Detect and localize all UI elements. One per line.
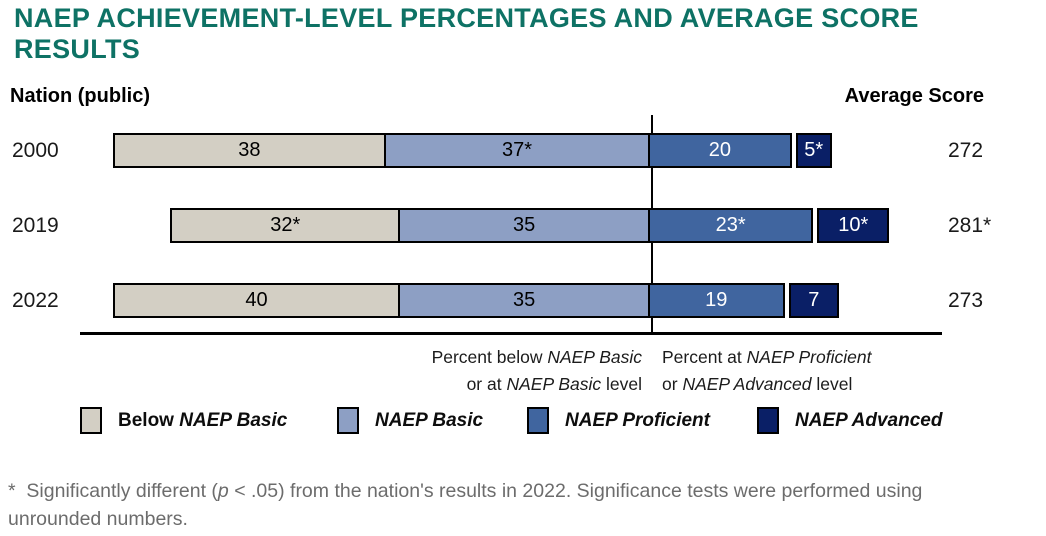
segment-below-naep-basic: 32* <box>170 208 401 243</box>
segment-naep-advanced: 7 <box>788 283 839 318</box>
legend-label: NAEP Advanced <box>795 409 943 431</box>
axis-caption-left-line1: Percent below NAEP Basic <box>431 347 642 367</box>
legend-item-naep-proficient: NAEP Proficient <box>527 407 710 434</box>
average-score-header: Average Score <box>844 85 984 107</box>
jurisdiction-label: Nation (public) <box>10 85 150 107</box>
footnote: * Significantly different (p < .05) from… <box>8 480 928 530</box>
segment-naep-basic: 35 <box>398 208 650 243</box>
axis-caption-left: Percent below NAEP Basic or at NAEP Basi… <box>432 344 642 398</box>
segment-naep-proficient: 23* <box>647 208 814 243</box>
axis-caption-right-line1: Percent at NAEP Proficient <box>662 347 872 367</box>
average-score-value: 272 <box>948 139 984 162</box>
legend-swatch-icon <box>337 407 359 434</box>
segment-naep-basic: 37* <box>383 133 650 168</box>
year-label: 2022 <box>12 289 59 312</box>
segment-naep-proficient: 19 <box>647 283 785 318</box>
legend-item-below-naep-basic: Below NAEP Basic <box>80 407 287 434</box>
legend-swatch-icon <box>80 407 102 434</box>
average-score-value: 273 <box>948 289 984 312</box>
legend-item-naep-advanced: NAEP Advanced <box>757 407 942 434</box>
year-label: 2019 <box>12 214 59 237</box>
segment-naep-basic: 35 <box>398 283 650 318</box>
segment-naep-advanced: 5* <box>795 133 832 168</box>
axis-caption-left-line2: or at NAEP Basic level <box>466 374 642 394</box>
page-title: NAEP ACHIEVEMENT-LEVEL PERCENTAGES AND A… <box>14 3 919 64</box>
bar-2000: 38 37* 20 5* <box>112 133 832 168</box>
axis-caption-right-line2: or NAEP Advanced level <box>662 374 853 394</box>
axis-caption-right: Percent at NAEP Proficient or NAEP Advan… <box>662 344 871 398</box>
legend-swatch-icon <box>527 407 549 434</box>
year-label: 2000 <box>12 139 59 162</box>
legend-label: Below NAEP Basic <box>118 409 288 431</box>
segment-below-naep-basic: 40 <box>112 283 401 318</box>
axis-baseline <box>80 332 942 335</box>
segment-naep-proficient: 20 <box>647 133 792 168</box>
bar-2019: 32* 35 23* 10* <box>170 208 890 243</box>
segment-below-naep-basic: 38 <box>112 133 386 168</box>
legend-swatch-icon <box>757 407 779 434</box>
bar-2022: 40 35 19 7 <box>112 283 839 318</box>
legend-label: NAEP Proficient <box>565 409 710 431</box>
average-score-value: 281* <box>948 214 992 237</box>
legend-label: NAEP Basic <box>375 409 484 431</box>
segment-naep-advanced: 10* <box>817 208 890 243</box>
legend-item-naep-basic: NAEP Basic <box>337 407 483 434</box>
